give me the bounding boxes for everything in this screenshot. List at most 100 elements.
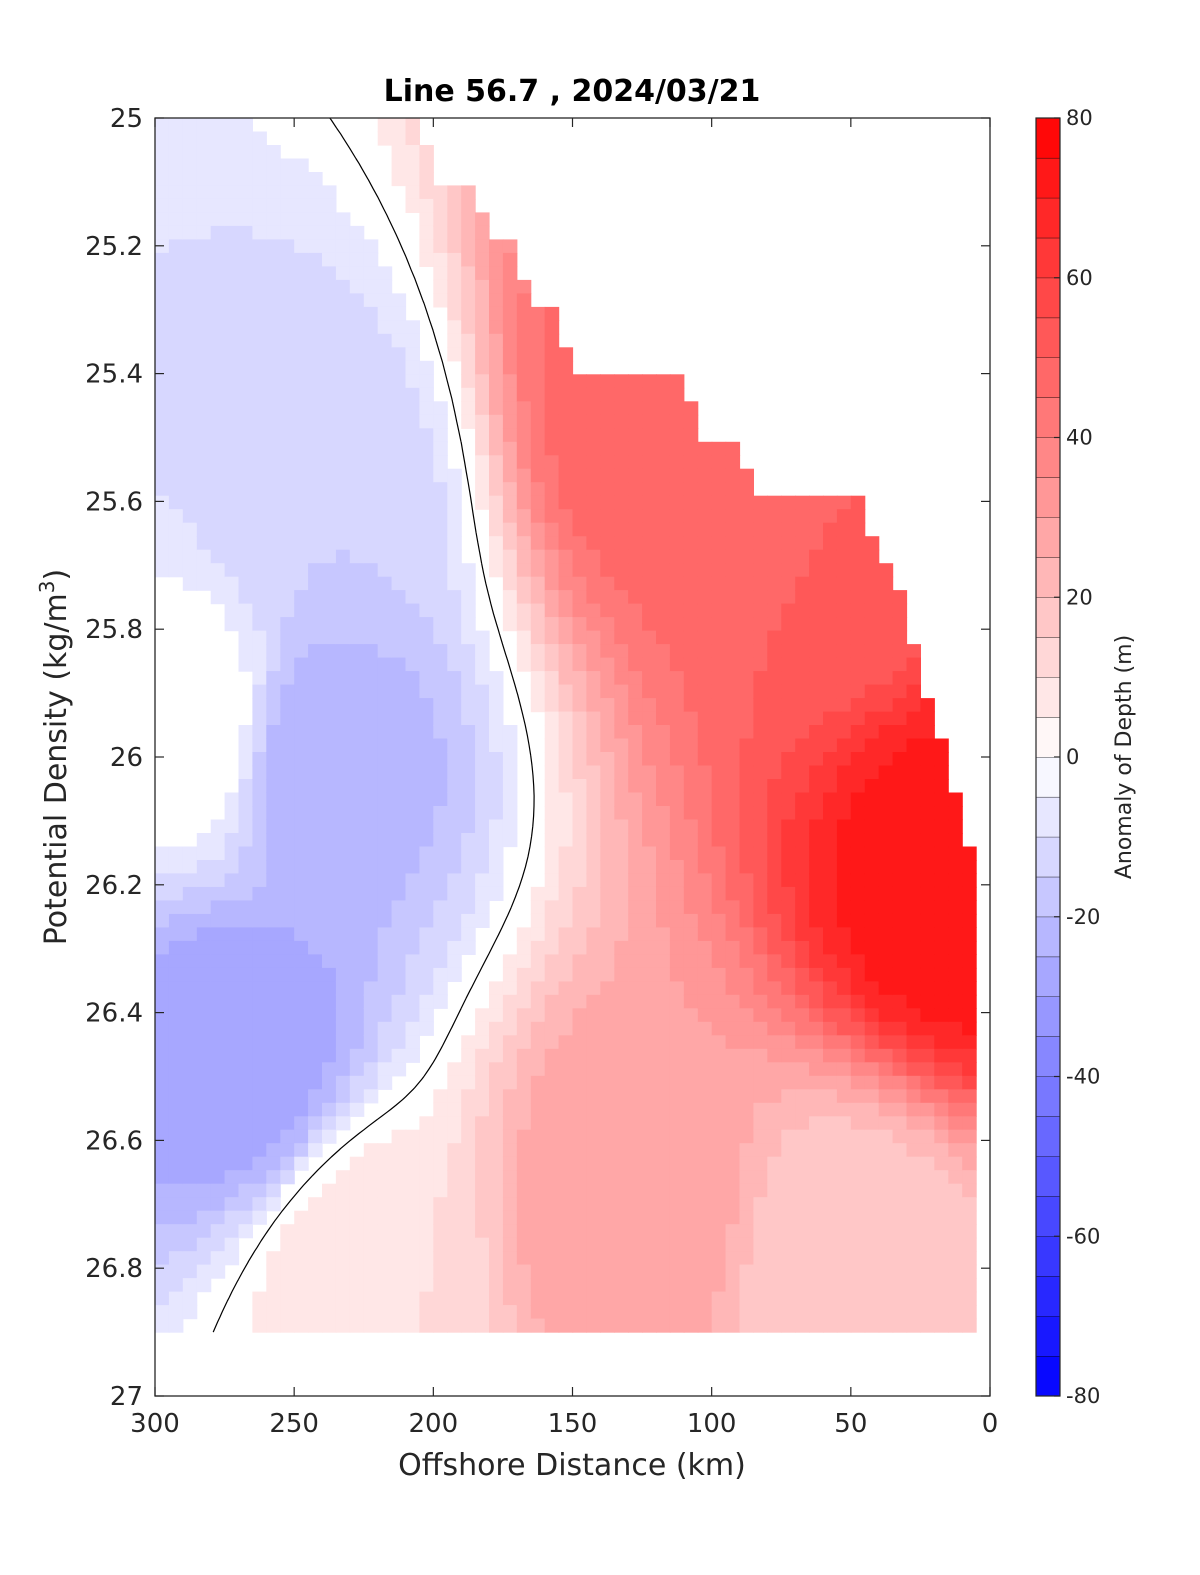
anomaly-cell (628, 671, 643, 686)
anomaly-cell (502, 414, 518, 429)
anomaly-cell (530, 428, 546, 443)
anomaly-cell (294, 1062, 309, 1077)
anomaly-cell (586, 833, 601, 848)
anomaly-cell (934, 1278, 949, 1293)
anomaly-cell (669, 441, 685, 456)
anomaly-cell (864, 536, 880, 551)
anomaly-cell (725, 711, 741, 726)
anomaly-cell (711, 886, 727, 901)
anomaly-cell (196, 468, 212, 483)
anomaly-cell (544, 617, 560, 632)
anomaly-cell (530, 549, 546, 564)
anomaly-cell (767, 1183, 782, 1198)
anomaly-cell (308, 954, 323, 969)
anomaly-cell (697, 806, 713, 821)
anomaly-cell (934, 1183, 949, 1198)
anomaly-cell (642, 1197, 657, 1212)
anomaly-cell (155, 374, 170, 389)
anomaly-cell (600, 1021, 615, 1036)
anomaly-cell (266, 225, 281, 240)
anomaly-cell (196, 1075, 212, 1090)
anomaly-cell (656, 806, 671, 821)
anomaly-cell (405, 630, 420, 645)
anomaly-cell (628, 1291, 643, 1306)
anomaly-cell (168, 886, 184, 901)
anomaly-cell (656, 1021, 671, 1036)
anomaly-cell (182, 1278, 198, 1293)
anomaly-cell (391, 360, 407, 375)
anomaly-cell (391, 792, 407, 807)
anomaly-cell (363, 846, 379, 861)
anomaly-cell (600, 927, 615, 942)
anomaly-cell (294, 279, 309, 294)
anomaly-cell (781, 967, 796, 982)
anomaly-cell (377, 1278, 393, 1293)
anomaly-cell (586, 482, 601, 497)
anomaly-cell (906, 698, 921, 713)
anomaly-cell (530, 981, 546, 996)
anomaly-cell (934, 940, 949, 955)
anomaly-cell (781, 725, 796, 740)
anomaly-cell (266, 536, 281, 551)
anomaly-cell (419, 239, 434, 254)
anomaly-cell (711, 711, 727, 726)
anomaly-cell (711, 806, 727, 821)
anomaly-cell (739, 913, 754, 928)
anomaly-cell (642, 765, 657, 780)
anomaly-cell (614, 1291, 629, 1306)
anomaly-cell (391, 765, 407, 780)
anomaly-cell (572, 414, 587, 429)
anomaly-cell (878, 1116, 894, 1131)
anomaly-cell (628, 428, 643, 443)
anomaly-cell (558, 1170, 574, 1185)
anomaly-cell (906, 792, 921, 807)
anomaly-cell (572, 536, 587, 551)
anomaly-cell (294, 536, 309, 551)
anomaly-cell (669, 806, 685, 821)
anomaly-cell (628, 1305, 643, 1320)
anomaly-cell (753, 738, 768, 753)
anomaly-cell (572, 522, 587, 537)
anomaly-cell (335, 1008, 351, 1023)
anomaly-cell (669, 684, 685, 699)
anomaly-cell (836, 927, 852, 942)
anomaly-cell (530, 522, 546, 537)
anomaly-cell (628, 1278, 643, 1293)
anomaly-cell (475, 1008, 490, 1023)
anomaly-cell (489, 279, 504, 294)
anomaly-cell (168, 320, 184, 335)
anomaly-cell (669, 967, 685, 982)
anomaly-cell (544, 522, 560, 537)
anomaly-cell (628, 576, 643, 591)
anomaly-cell (962, 1156, 977, 1171)
anomaly-cell (461, 617, 476, 632)
anomaly-cell (878, 603, 894, 618)
anomaly-cell (753, 522, 768, 537)
anomaly-cell (614, 806, 629, 821)
anomaly-cell (614, 1089, 629, 1104)
anomaly-cell (739, 752, 754, 767)
anomaly-cell (795, 1089, 810, 1104)
anomaly-cell (322, 913, 337, 928)
anomaly-cell (850, 873, 866, 888)
anomaly-cell (266, 1278, 281, 1293)
anomaly-cell (461, 401, 476, 416)
anomaly-cell (391, 1035, 407, 1050)
anomaly-cell (516, 536, 532, 551)
anomaly-cell (600, 1075, 615, 1090)
anomaly-cell (489, 1156, 504, 1171)
anomaly-cell (600, 1197, 615, 1212)
anomaly-cell (461, 846, 476, 861)
anomaly-cell (308, 1251, 323, 1266)
anomaly-cell (349, 1224, 365, 1239)
anomaly-cell (711, 684, 727, 699)
anomaly-cell (447, 617, 462, 632)
anomaly-cell (906, 954, 921, 969)
anomaly-cell (224, 617, 240, 632)
anomaly-cell (502, 819, 518, 834)
anomaly-cell (419, 212, 434, 227)
colorbar-swatch (1036, 517, 1060, 558)
anomaly-cell (530, 1143, 546, 1158)
anomaly-cell (864, 1129, 880, 1144)
anomaly-cell (934, 994, 949, 1009)
